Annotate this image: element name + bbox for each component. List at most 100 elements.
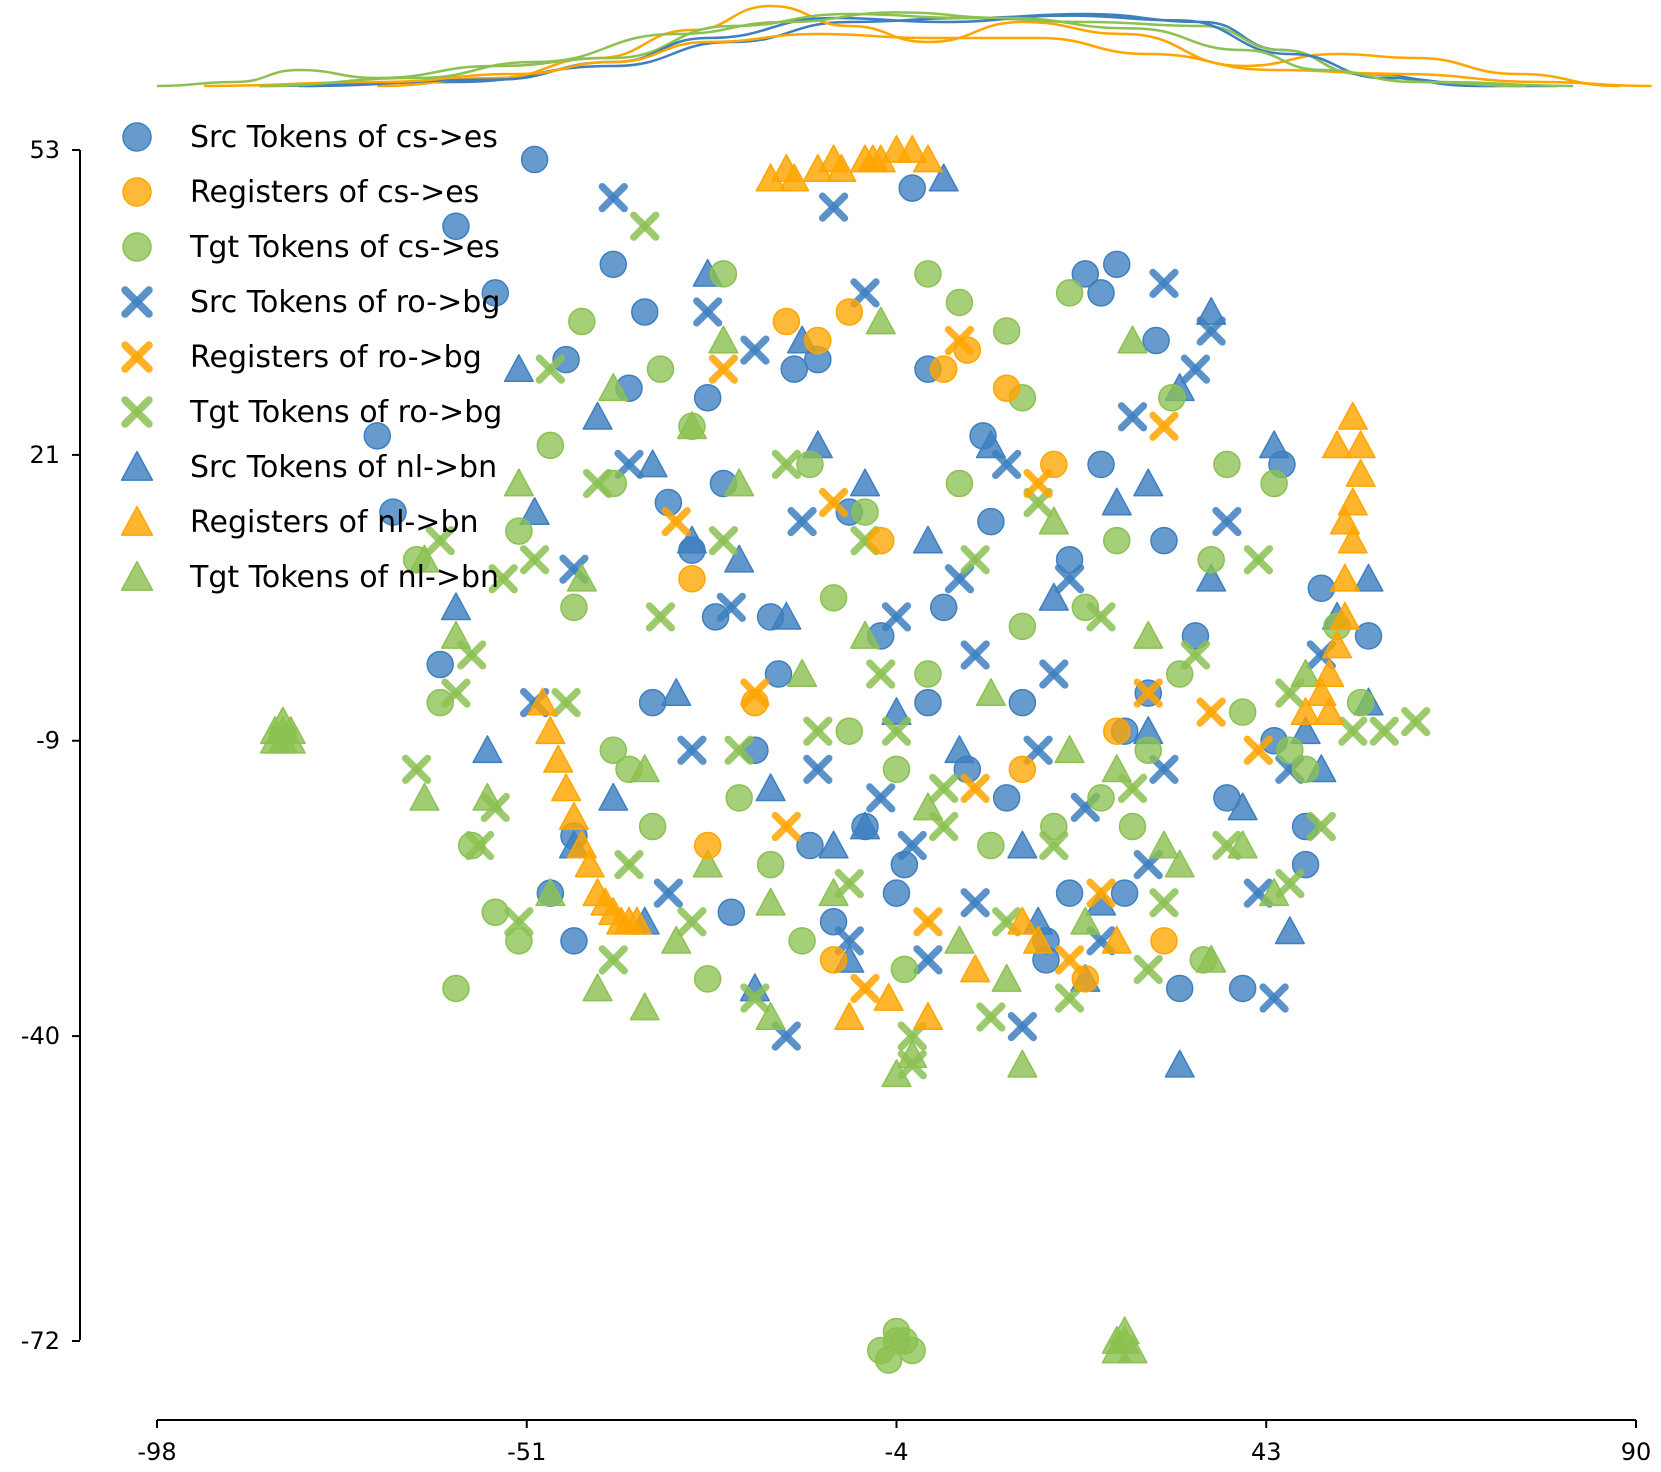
scatter-point	[442, 974, 470, 1003]
scatter-point	[740, 335, 770, 365]
scatter-point	[1071, 593, 1100, 622]
scatter-point	[457, 831, 486, 860]
scatter-point	[598, 373, 629, 402]
scatter-point	[960, 888, 990, 918]
scatter-point	[849, 620, 881, 649]
scatter-point	[630, 211, 660, 241]
scatter-point	[676, 411, 708, 440]
x-tick-label: -51	[507, 1438, 546, 1466]
scatter-point	[1055, 879, 1084, 907]
scatter-point	[566, 563, 597, 592]
scatter-point	[818, 144, 849, 173]
legend-label: Tgt Tokens of cs->es	[189, 230, 500, 265]
scatter-point	[536, 431, 565, 460]
scatter-point	[598, 782, 629, 811]
scatter-point	[928, 163, 959, 192]
scatter-point	[803, 754, 833, 784]
scatter-point	[551, 773, 582, 802]
scatter-point	[568, 307, 596, 336]
scatter-points	[259, 134, 1431, 1374]
scatter-point	[881, 602, 912, 632]
x-tick-label: -4	[885, 1438, 909, 1466]
scatter-point	[519, 545, 550, 575]
scatter-point	[803, 716, 833, 746]
scatter-point	[409, 544, 440, 573]
scatter-point	[1133, 468, 1164, 497]
scatter-point	[1086, 602, 1116, 632]
scatter-point	[409, 782, 440, 811]
scatter-point	[481, 279, 510, 307]
legend-label: Tgt Tokens of ro->bg	[189, 395, 502, 430]
scatter-point	[552, 345, 580, 374]
scatter-point	[881, 716, 912, 746]
series-registers-of-nl-bn	[527, 134, 1376, 1030]
scatter-point	[912, 1001, 944, 1030]
y-tick-label: -40	[21, 1022, 60, 1050]
density-curve-tgt2	[259, 11, 1526, 88]
scatter-point	[1007, 1049, 1038, 1078]
scatter-point	[676, 525, 708, 554]
scatter-point	[1401, 707, 1431, 737]
scatter-point	[505, 517, 533, 545]
scatter-point	[693, 831, 722, 860]
scatter-point	[441, 678, 471, 708]
scatter-point	[960, 640, 990, 670]
series-registers-of-ro-bg	[661, 325, 1274, 1004]
scatter-point	[582, 401, 613, 430]
scatter-point	[1117, 325, 1148, 354]
scatter-point	[1345, 430, 1376, 459]
scatter-point	[1338, 716, 1368, 746]
marginal-density-top	[156, 4, 1652, 88]
scatter-point	[849, 811, 881, 840]
scatter-point	[1259, 430, 1290, 459]
scatter-point	[865, 306, 896, 335]
scatter-point	[1071, 260, 1100, 288]
scatter-point	[1291, 755, 1320, 784]
scatter-point	[379, 498, 407, 526]
scatter-point	[914, 688, 942, 717]
scatter-point	[725, 784, 753, 812]
legend-label: Src Tokens of ro->bg	[190, 285, 500, 320]
scatter-point	[519, 497, 550, 525]
series-src-tokens-of-cs-es	[363, 145, 1383, 1003]
scatter-point	[560, 593, 588, 622]
scatter-point	[788, 927, 816, 955]
scatter-point	[771, 154, 802, 182]
scatter-point	[991, 963, 1022, 992]
y-tick-label: -72	[21, 1327, 60, 1355]
series-tgt-tokens-of-cs-es	[402, 260, 1375, 1374]
scatter-point	[756, 850, 785, 879]
scatter-point	[582, 468, 613, 499]
scatter-point	[1322, 430, 1353, 459]
scatter-point	[1133, 678, 1163, 708]
scatter-point	[764, 660, 793, 688]
scatter-point	[771, 601, 802, 630]
legend-label: Src Tokens of nl->bn	[190, 450, 497, 485]
scatter-point	[1038, 506, 1069, 535]
scatter-point	[873, 982, 904, 1011]
scatter-point	[701, 603, 730, 631]
legend-marker	[120, 505, 154, 536]
scatter-point	[708, 354, 739, 384]
scatter-point	[646, 355, 675, 383]
scatter-point	[1023, 468, 1053, 499]
scatter-point	[850, 973, 880, 1004]
scatter-point	[442, 212, 470, 240]
scatter-point	[716, 592, 746, 622]
scatter-point	[1243, 545, 1274, 575]
scatter-point	[912, 144, 944, 173]
scatter-point	[945, 469, 974, 498]
scatter-point	[1314, 658, 1345, 687]
scatter-point	[1345, 458, 1376, 487]
scatter-point	[661, 925, 692, 954]
legend-entry: Src Tokens of nl->bn	[120, 450, 497, 485]
scatter-point	[267, 716, 298, 745]
x-tick-label: -98	[137, 1438, 176, 1466]
legend-entry: Registers of nl->bn	[120, 505, 479, 540]
scatter-point	[1274, 916, 1305, 945]
scatter-point	[975, 430, 1006, 459]
scatter-point	[1196, 944, 1227, 973]
scatter-point	[1039, 659, 1069, 689]
scatter-point	[1259, 878, 1290, 907]
scatter-point	[426, 650, 454, 679]
